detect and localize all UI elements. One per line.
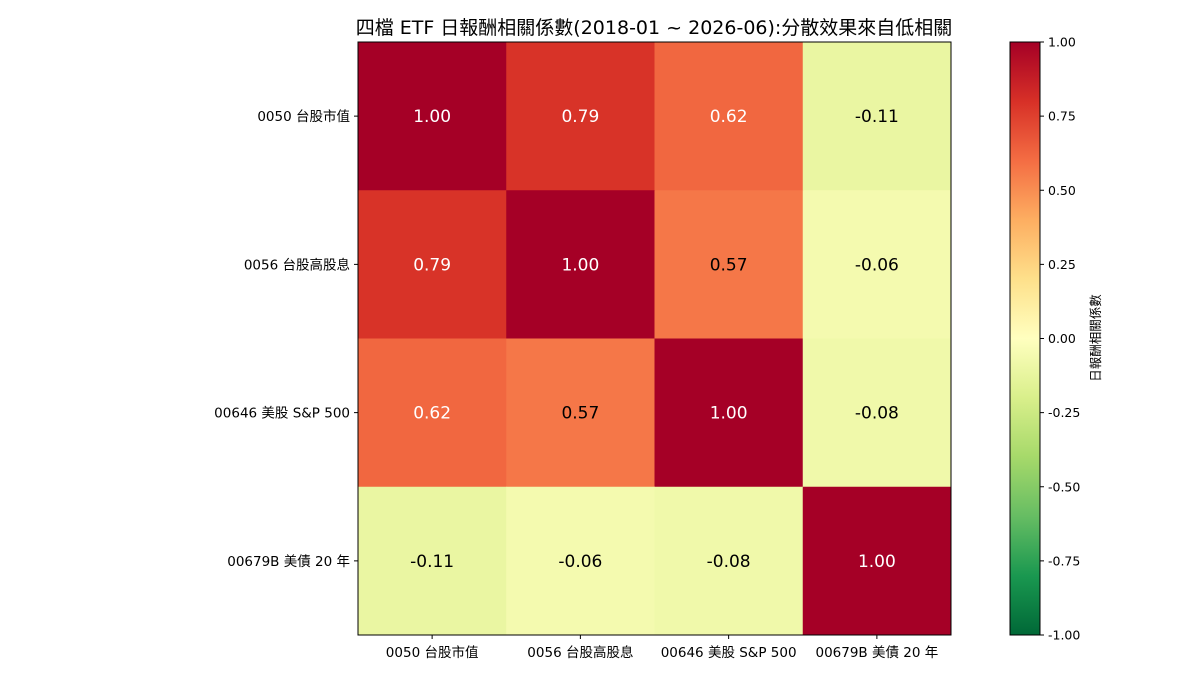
cell-value-label: 0.62 [710,107,748,127]
row-tick-label: 0056 台股高股息 [244,256,350,273]
colorbar-tick-label: -0.25 [1048,405,1080,420]
colorbar-ticks: 1.00 0.75 0.50 0.25 0.00 -0.25 -0.50 -0.75 -1.00 [1040,35,1080,643]
column-tick-label: 00646 美股 S&P 500 [661,645,797,661]
cell-value-label: 1.00 [710,404,748,424]
heatmap-cell [506,42,655,191]
row-tick-label: 00679B 美債 20 年 [227,554,350,570]
heatmap-cell [506,338,655,488]
heatmap-cells: 1.00 0.79 0.62 -0.11 0.79 1.00 0.57 -0.06 0.62 0.… [358,42,952,636]
cell-value-label: 0.62 [413,404,451,424]
row-tick-label: 00646 美股 S&P 500 [214,406,350,422]
heatmap-cell [654,42,804,191]
cell-value-label: -0.08 [707,552,751,572]
heatmap-cell [506,190,655,339]
cell-value-label: -0.06 [855,255,899,275]
column-tick-label: 00679B 美債 20 年 [815,645,938,661]
column-tick-label: 0050 台股市值 [386,644,479,661]
heatmap-cell [358,42,507,191]
cell-value-label: 1.00 [413,107,451,127]
cell-value-label: -0.06 [558,552,602,572]
heatmap-cell [802,338,952,488]
colorbar-tick-label: 0.75 [1048,109,1076,124]
heatmap-cell [802,42,952,191]
colorbar-tick-label: -1.00 [1048,628,1080,643]
colorbar-tick-label: -0.75 [1048,553,1080,568]
column-tick-label: 0056 台股高股息 [527,644,633,661]
cell-value-label: 1.00 [561,255,599,275]
colorbar-tick-label: 0.25 [1048,257,1076,272]
cell-value-label: 0.57 [710,255,748,275]
heatmap-cell [358,486,507,636]
colorbar-tick-label: 1.00 [1048,35,1076,50]
cell-value-label: -0.11 [410,552,454,572]
colorbar-tick-label: 0.50 [1048,183,1076,198]
heatmap-cell [654,338,804,488]
heatmap-cell [358,338,507,488]
cell-value-label: 0.79 [561,107,599,127]
row-tick-label: 0050 台股市值 [257,108,350,125]
cell-value-label: -0.08 [855,404,899,424]
colorbar-label: 日報酬相關係數 [1088,294,1103,382]
plot-frame [357,41,952,636]
colorbar [1009,41,1041,636]
cell-value-label: 0.79 [413,255,451,275]
chart-title: 四檔 ETF 日報酬相關係數(2018-01 ~ 2026-06):分散效果來自… [356,17,953,39]
row-labels: 0050 台股市值 0056 台股高股息 00646 美股 S&P 500 00679… [214,108,358,570]
heatmap-cell [654,486,804,636]
heatmap-cell [654,190,804,339]
cell-value-label: -0.11 [855,107,899,127]
colorbar-tick-label: -0.50 [1048,479,1080,494]
cell-value-label: 1.00 [858,552,896,572]
cell-value-label: 0.57 [561,404,599,424]
colorbar-tick-label: 0.00 [1048,331,1076,346]
heatmap-cell [802,190,952,339]
heatmap-cell [506,486,655,636]
column-labels: 0050 台股市值 0056 台股高股息 00646 美股 S&P 500 00679… [386,635,938,661]
heatmap-cell [358,190,507,339]
heatmap-cell [802,486,952,636]
